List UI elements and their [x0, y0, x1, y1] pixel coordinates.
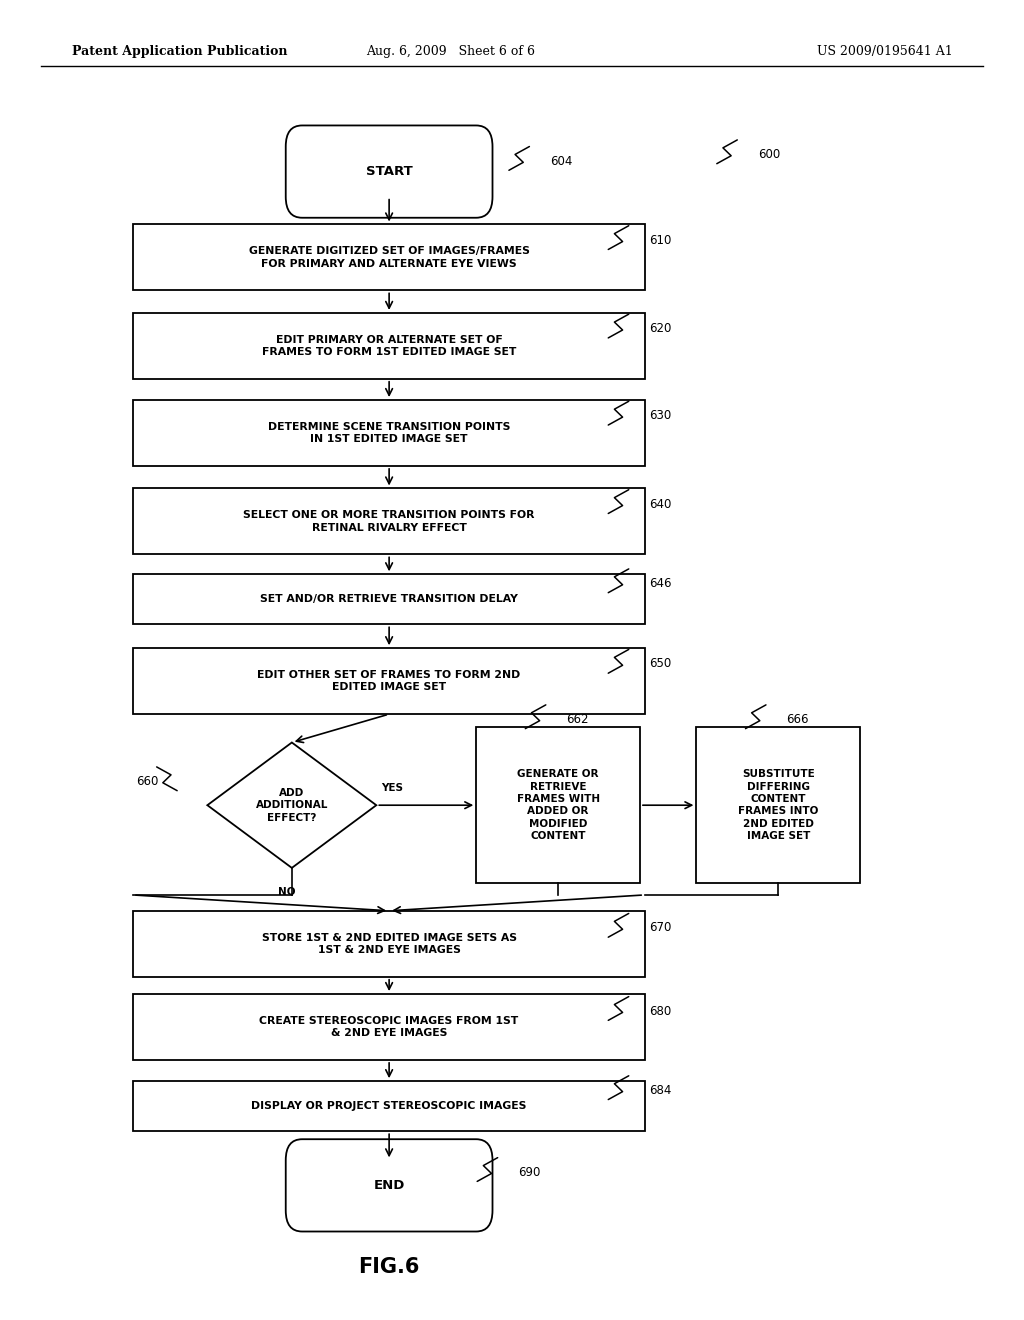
- FancyBboxPatch shape: [133, 400, 645, 466]
- FancyBboxPatch shape: [696, 727, 860, 883]
- Text: EDIT PRIMARY OR ALTERNATE SET OF
FRAMES TO FORM 1ST EDITED IMAGE SET: EDIT PRIMARY OR ALTERNATE SET OF FRAMES …: [262, 335, 516, 356]
- Text: 600: 600: [758, 148, 780, 161]
- Text: 684: 684: [649, 1084, 672, 1097]
- FancyBboxPatch shape: [133, 1081, 645, 1131]
- Text: YES: YES: [381, 783, 403, 793]
- FancyBboxPatch shape: [476, 727, 640, 883]
- Text: SET AND/OR RETRIEVE TRANSITION DELAY: SET AND/OR RETRIEVE TRANSITION DELAY: [260, 594, 518, 605]
- Text: EDIT OTHER SET OF FRAMES TO FORM 2ND
EDITED IMAGE SET: EDIT OTHER SET OF FRAMES TO FORM 2ND EDI…: [257, 671, 521, 692]
- FancyBboxPatch shape: [133, 648, 645, 714]
- Text: SELECT ONE OR MORE TRANSITION POINTS FOR
RETINAL RIVALRY EFFECT: SELECT ONE OR MORE TRANSITION POINTS FOR…: [244, 511, 535, 532]
- FancyBboxPatch shape: [133, 911, 645, 977]
- Text: START: START: [366, 165, 413, 178]
- Text: GENERATE DIGITIZED SET OF IMAGES/FRAMES
FOR PRIMARY AND ALTERNATE EYE VIEWS: GENERATE DIGITIZED SET OF IMAGES/FRAMES …: [249, 247, 529, 268]
- Text: 690: 690: [518, 1166, 541, 1179]
- Text: GENERATE OR
RETRIEVE
FRAMES WITH
ADDED OR
MODIFIED
CONTENT: GENERATE OR RETRIEVE FRAMES WITH ADDED O…: [516, 770, 600, 841]
- Text: FIG.6: FIG.6: [358, 1257, 420, 1278]
- Text: DISPLAY OR PROJECT STEREOSCOPIC IMAGES: DISPLAY OR PROJECT STEREOSCOPIC IMAGES: [252, 1101, 526, 1111]
- Text: 610: 610: [649, 234, 672, 247]
- Text: NO: NO: [278, 887, 296, 896]
- FancyBboxPatch shape: [133, 313, 645, 379]
- Text: 620: 620: [649, 322, 672, 335]
- FancyBboxPatch shape: [133, 224, 645, 290]
- Text: SUBSTITUTE
DIFFERING
CONTENT
FRAMES INTO
2ND EDITED
IMAGE SET: SUBSTITUTE DIFFERING CONTENT FRAMES INTO…: [738, 770, 818, 841]
- FancyBboxPatch shape: [133, 574, 645, 624]
- Text: CREATE STEREOSCOPIC IMAGES FROM 1ST
& 2ND EYE IMAGES: CREATE STEREOSCOPIC IMAGES FROM 1ST & 2N…: [259, 1016, 519, 1038]
- Text: 650: 650: [649, 657, 672, 671]
- Text: 640: 640: [649, 498, 672, 511]
- Text: 662: 662: [566, 713, 589, 726]
- Text: 680: 680: [649, 1005, 672, 1018]
- Text: US 2009/0195641 A1: US 2009/0195641 A1: [816, 45, 952, 58]
- Polygon shape: [207, 742, 377, 869]
- Text: 646: 646: [649, 577, 672, 590]
- Text: 604: 604: [550, 154, 572, 168]
- Text: 666: 666: [786, 713, 809, 726]
- Text: 630: 630: [649, 409, 672, 422]
- Text: DETERMINE SCENE TRANSITION POINTS
IN 1ST EDITED IMAGE SET: DETERMINE SCENE TRANSITION POINTS IN 1ST…: [268, 422, 510, 444]
- Text: ADD
ADDITIONAL
EFFECT?: ADD ADDITIONAL EFFECT?: [256, 788, 328, 822]
- FancyBboxPatch shape: [133, 994, 645, 1060]
- FancyBboxPatch shape: [286, 1139, 493, 1232]
- Text: 660: 660: [136, 775, 159, 788]
- Text: STORE 1ST & 2ND EDITED IMAGE SETS AS
1ST & 2ND EYE IMAGES: STORE 1ST & 2ND EDITED IMAGE SETS AS 1ST…: [261, 933, 517, 954]
- FancyBboxPatch shape: [133, 488, 645, 554]
- Text: END: END: [374, 1179, 404, 1192]
- FancyBboxPatch shape: [286, 125, 493, 218]
- Text: 670: 670: [649, 921, 672, 935]
- Text: Patent Application Publication: Patent Application Publication: [72, 45, 287, 58]
- Text: Aug. 6, 2009   Sheet 6 of 6: Aug. 6, 2009 Sheet 6 of 6: [366, 45, 536, 58]
